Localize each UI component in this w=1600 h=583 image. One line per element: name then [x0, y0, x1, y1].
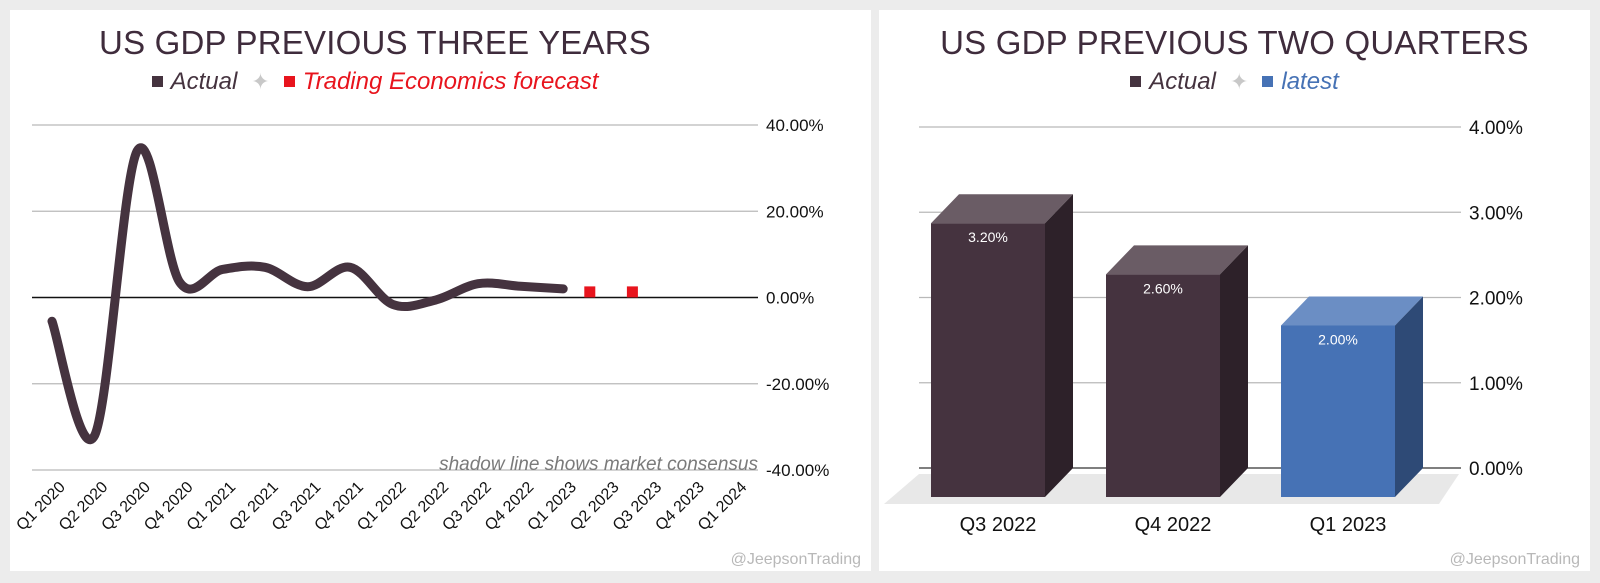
- gdp-three-years-panel: US GDP PREVIOUS THREE YEARS Actual ✦ Tradi…: [10, 10, 871, 571]
- y-tick-label: 4.00%: [1469, 118, 1523, 139]
- y-tick-label: -20.00%: [766, 375, 829, 394]
- chart-title: US GDP PREVIOUS TWO QUARTERS: [940, 24, 1529, 61]
- credit-text: @JeepsonTrading: [730, 551, 861, 568]
- x-tick-label: Q1 2023: [1310, 514, 1387, 536]
- bar-chart: 4.00% 3.00% 2.00% 1.00% 0.00% 3.20% Q3 2022 2.6…: [884, 118, 1523, 536]
- bar-side-face: [1220, 245, 1248, 497]
- bar-top-face: [931, 194, 1073, 224]
- y-tick-label: 0.00%: [1469, 459, 1523, 480]
- legend-separator-icon: ✦: [251, 69, 270, 94]
- legend-separator-icon: ✦: [1229, 69, 1249, 94]
- y-tick-label: 1.00%: [1469, 374, 1523, 395]
- bar: [1106, 274, 1220, 497]
- gdp-two-quarters-panel: US GDP PREVIOUS TWO QUARTERS Actual ✦ late…: [879, 10, 1590, 571]
- line-chart: 40.00%20.00%0.00%-20.00%-40.00%Q1 2020Q2…: [13, 116, 829, 534]
- y-tick-label: 20.00%: [766, 202, 824, 221]
- legend-actual-label: Actual: [1149, 68, 1216, 95]
- y-tick-label: 0.00%: [766, 289, 814, 308]
- bar-data-label: 3.20%: [968, 229, 1008, 245]
- bar: [1281, 325, 1395, 497]
- legend-forecast-label: Trading Economics forecast: [302, 68, 599, 95]
- actual-series-line: [47, 143, 568, 444]
- chart-legend: Actual ✦ latest: [879, 68, 1590, 96]
- y-tick-label: -40.00%: [766, 461, 829, 480]
- legend-actual-swatch: [1130, 76, 1142, 87]
- forecast-data-point: [626, 286, 638, 298]
- y-tick-label: 3.00%: [1469, 203, 1523, 224]
- legend-latest-swatch: [1262, 76, 1274, 87]
- legend-actual-label: Actual: [170, 68, 238, 95]
- legend-actual-swatch: [151, 76, 163, 87]
- chart-legend: Actual ✦ Trading Economics forecast: [10, 68, 740, 96]
- bar-side-face: [1395, 296, 1423, 497]
- x-tick-label: Q4 2022: [1135, 514, 1212, 536]
- bar: [931, 223, 1045, 497]
- legend-forecast-swatch: [283, 76, 295, 87]
- bar-data-label: 2.00%: [1318, 332, 1358, 348]
- bar-data-label: 2.60%: [1143, 280, 1183, 296]
- y-tick-label: 2.00%: [1469, 289, 1523, 310]
- bar-side-face: [1045, 194, 1073, 497]
- forecast-data-point: [584, 286, 596, 298]
- credit-text: @JeepsonTrading: [1449, 551, 1580, 568]
- bar-top-face: [1281, 296, 1423, 326]
- legend-latest-label: latest: [1281, 68, 1339, 95]
- bar-top-face: [1106, 245, 1248, 275]
- chart-annotation: shadow line shows market consensus: [439, 454, 758, 475]
- chart-title: US GDP PREVIOUS THREE YEARS: [99, 24, 651, 61]
- x-tick-label: Q3 2022: [960, 514, 1037, 536]
- y-tick-label: 40.00%: [766, 116, 824, 135]
